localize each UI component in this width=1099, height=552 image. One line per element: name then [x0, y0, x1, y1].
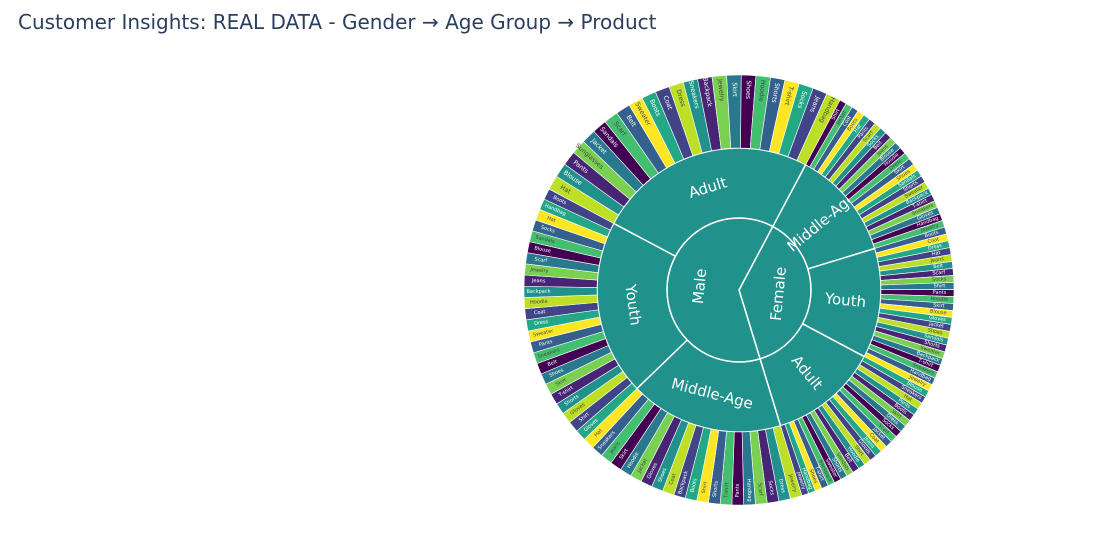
- product-label: Jeans: [929, 256, 945, 264]
- product-label: Hat: [559, 184, 572, 196]
- product-label: Sandals: [923, 333, 944, 344]
- age-group-label: Youth: [823, 289, 867, 311]
- product-label: Socks: [767, 480, 775, 496]
- product-label: Skirt: [933, 303, 945, 310]
- product-label: Handbag: [745, 479, 752, 502]
- product-label: Pants: [933, 290, 947, 296]
- product-label: Shoes: [744, 80, 752, 99]
- product-label: Sandals: [535, 234, 556, 245]
- product-label: Hoodie: [757, 80, 766, 103]
- product-label: Coat: [842, 115, 853, 128]
- product-label: Boots: [690, 477, 699, 493]
- product-label: Scarf: [534, 256, 548, 264]
- product-label: Blouse: [534, 245, 552, 254]
- product-label: Shoes: [657, 467, 668, 484]
- product-label: Jacket: [927, 321, 944, 330]
- product-label: Shorts: [923, 340, 940, 350]
- product-label: Shirt: [853, 444, 865, 457]
- product-label: Coat: [668, 473, 678, 486]
- product-label: Skirt: [731, 82, 738, 97]
- product-label: Pants: [735, 483, 741, 497]
- product-label: Socks: [932, 276, 947, 283]
- product-label: Dress: [534, 319, 549, 327]
- product-label: Shoes: [927, 327, 943, 336]
- product-segment[interactable]: [796, 93, 841, 166]
- product-label: Hat: [902, 393, 913, 403]
- product-label: Dress: [674, 89, 686, 108]
- product-label: Jewelry: [919, 223, 939, 235]
- product-label: Shoes: [548, 367, 565, 379]
- product-label: Coat: [662, 95, 674, 112]
- product-label: Shirt: [831, 108, 842, 121]
- product-label: Backpack: [701, 77, 713, 108]
- product-label: Boots: [924, 230, 940, 240]
- product-label: Skirt: [555, 377, 568, 388]
- product-label: Boots: [552, 195, 568, 207]
- product-label: Pants: [538, 339, 553, 349]
- product-label: Shirt: [701, 481, 709, 494]
- chart-title: Customer Insights: REAL DATA - Gender → …: [18, 10, 657, 34]
- product-label: Gloves: [916, 210, 934, 222]
- product-label: Gloves: [929, 315, 947, 323]
- product-label: Coat: [534, 309, 546, 316]
- product-label: Skirt: [893, 164, 906, 176]
- product-label: Jewelry: [716, 78, 725, 102]
- product-label: Backpack: [526, 289, 550, 295]
- product-label: Shorts: [712, 480, 720, 497]
- product-label: Hoodie: [930, 296, 948, 303]
- product-label: Scarf: [756, 483, 763, 497]
- product-label: T-shirt: [916, 357, 934, 369]
- product-label: Belt: [933, 263, 944, 270]
- product-label: Dress: [777, 478, 786, 493]
- product-label: Belt: [843, 453, 853, 465]
- product-label: Sweater: [533, 328, 555, 338]
- product-label: Belt: [547, 359, 558, 368]
- product-label: Hat: [593, 428, 603, 439]
- product-label: Socks: [540, 225, 556, 235]
- product-label: Shirt: [934, 283, 946, 289]
- product-label: Jewelry: [795, 470, 807, 490]
- product-label: Skirt: [618, 448, 630, 461]
- product-label: Hat: [853, 123, 863, 134]
- gender-label: Male: [689, 268, 710, 305]
- product-label: Dress: [927, 243, 942, 252]
- product-label: Hoodie: [530, 299, 548, 306]
- product-label: Jewelry: [529, 267, 549, 275]
- product-label: T-shirt: [723, 482, 730, 499]
- product-label: Coat: [927, 237, 940, 246]
- product-label: Scarf: [932, 270, 945, 277]
- product-label: Shorts: [770, 82, 780, 103]
- product-label: Jewelry: [787, 473, 798, 493]
- product-label: Blouse: [930, 309, 947, 317]
- gender-label: Female: [767, 266, 790, 322]
- product-label: Jeans: [531, 278, 546, 285]
- product-label: Hat: [546, 215, 556, 224]
- product-label: Skirt: [890, 408, 903, 420]
- product-label: Hat: [931, 250, 941, 257]
- product-label: Belt: [873, 140, 884, 151]
- age-group-label: Youth: [621, 282, 645, 326]
- product-label: Shoes: [808, 468, 819, 485]
- product-label: T-shirt: [783, 84, 795, 106]
